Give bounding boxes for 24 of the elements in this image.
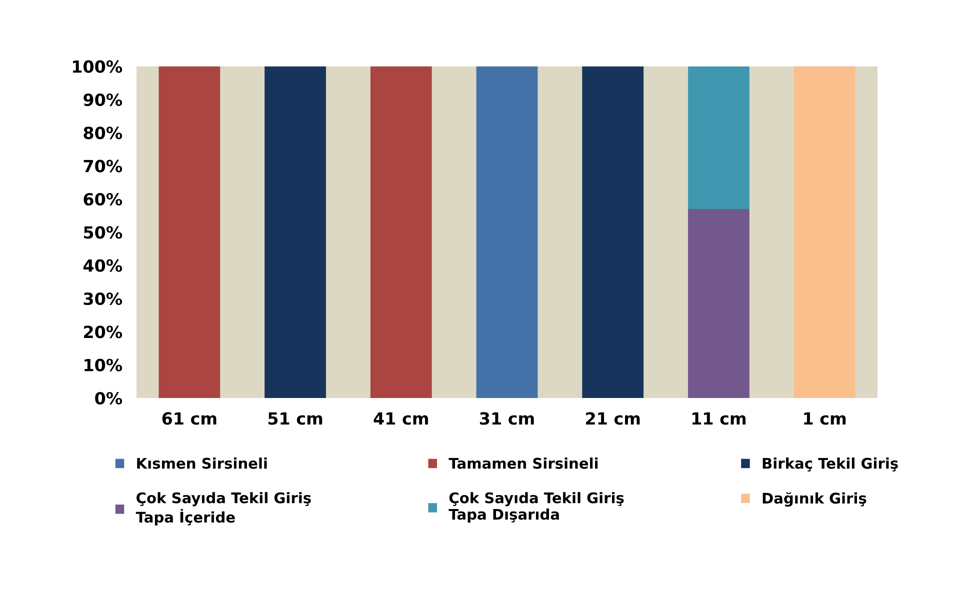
- y-tick-label: 40%: [83, 259, 122, 272]
- x-tick-label: 31 cm: [480, 412, 534, 425]
- x-tick-label: 41 cm: [374, 412, 428, 425]
- x-tick-label: 51 cm: [268, 412, 322, 425]
- y-tick-label: 90%: [84, 93, 122, 106]
- x-tick-label: 21 cm: [586, 412, 640, 425]
- x-tick-label: 11 cm: [692, 412, 746, 425]
- legend-label: Çok Sayıda Tekil Giriş Tapa Dışarıda: [448, 492, 624, 523]
- y-tick-label: 50%: [84, 226, 122, 239]
- legend-label: Dağınık Giriş: [762, 492, 866, 507]
- x-tick-label: 61 cm: [162, 412, 216, 425]
- y-tick-label: 100%: [73, 60, 122, 73]
- legend-label: Tamamen Sirsineli: [448, 458, 598, 469]
- y-tick-label: 10%: [84, 358, 122, 372]
- x-tick-label: 1 cm: [804, 412, 846, 425]
- y-tick-label: 30%: [84, 292, 122, 306]
- y-tick-label: 70%: [84, 160, 122, 172]
- y-tick-label: 0%: [95, 392, 122, 405]
- y-tick-label: 20%: [84, 326, 122, 338]
- legend-label: Birkaç Tekil Giriş: [762, 458, 898, 472]
- y-tick-label: 60%: [84, 192, 122, 206]
- y-tick-label: 80%: [84, 126, 122, 140]
- legend-label: Çok Sayıda Tekil Giriş Tapa İçeride: [136, 492, 311, 526]
- legend-label: Kısmen Sirsineli: [137, 458, 267, 469]
